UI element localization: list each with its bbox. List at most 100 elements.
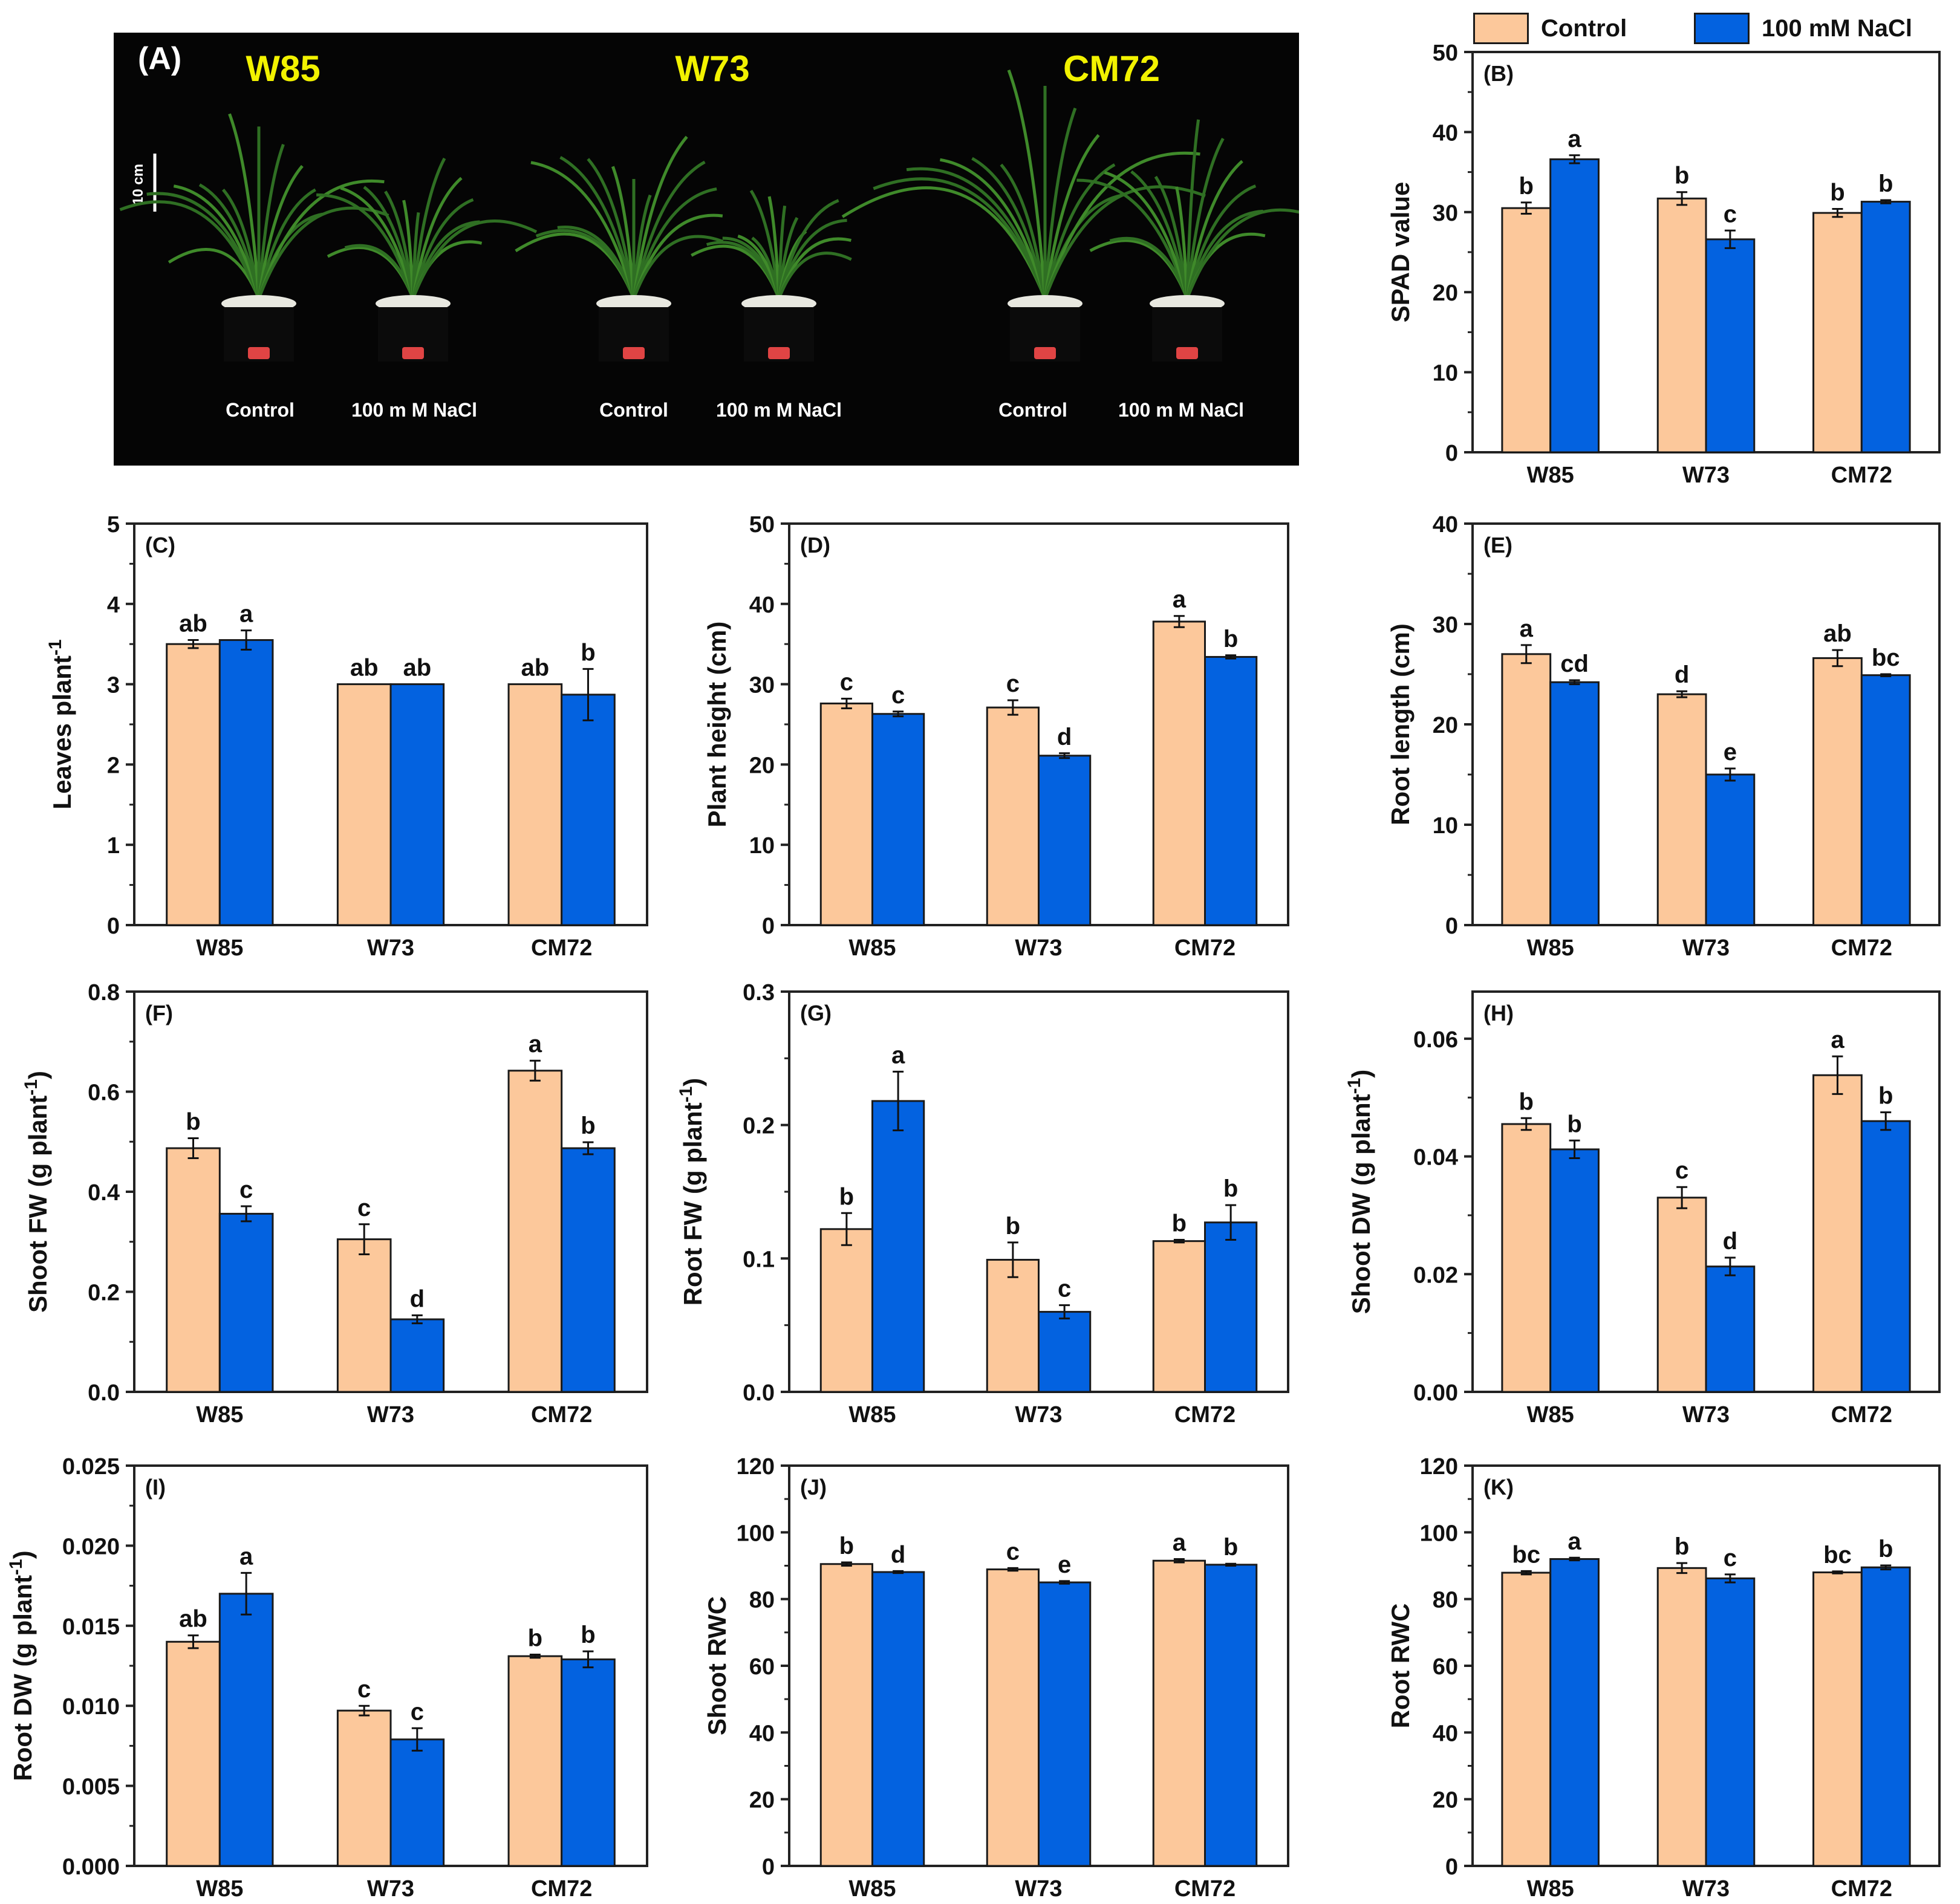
significance-letter: d	[410, 1285, 425, 1312]
significance-letter: bc	[1823, 1542, 1852, 1568]
leaf-blade	[1007, 69, 1047, 299]
y-axis-label-text: Leaves plant	[48, 655, 76, 809]
y-axis-label: Root length (cm)	[1386, 623, 1415, 825]
bar-control	[1501, 207, 1552, 453]
leaf-blade	[146, 192, 261, 299]
panel-label: (B)	[1483, 61, 1514, 86]
significance-letter: b	[581, 639, 595, 666]
legend-swatch-nacl	[1694, 13, 1750, 44]
chart-J: 0 20 40 60 80 100 120 Shoot RWC (J) b d W85 c e W73 a b C…	[703, 1454, 1289, 1902]
leaf-blade	[632, 160, 706, 299]
bar-control	[819, 1228, 873, 1393]
bar-nacl	[871, 713, 925, 926]
panel-label: (J)	[800, 1475, 827, 1499]
x-tick-label: W85	[848, 1876, 896, 1902]
significance-letter: ab	[350, 655, 379, 681]
photo-genotype-label: CM72	[1063, 48, 1160, 89]
bar-nacl	[218, 1212, 274, 1393]
y-tick-label: 0	[1445, 914, 1458, 939]
x-tick-label: W85	[196, 935, 243, 961]
x-tick-label: CM72	[1831, 1876, 1892, 1902]
y-axis-label: Root RWC	[1386, 1603, 1415, 1729]
y-axis-label-tail: )	[1347, 1070, 1375, 1078]
y-tick-label: 80	[749, 1588, 775, 1613]
pot-tag	[623, 347, 645, 359]
significance-letter: d	[1057, 724, 1072, 750]
leaf-blade	[1185, 208, 1299, 299]
y-axis-label-superscript: -1	[1344, 1078, 1364, 1094]
significance-letter: b	[581, 1113, 595, 1139]
significance-letter: a	[1568, 126, 1581, 152]
y-tick-label: 30	[1433, 612, 1458, 638]
x-tick-label: W73	[1682, 463, 1730, 488]
significance-letter: c	[411, 1698, 424, 1725]
leaf-blade	[1000, 163, 1047, 299]
y-axis-label: SPAD value	[1386, 182, 1415, 323]
significance-letter: b	[839, 1183, 854, 1210]
bar-nacl	[1549, 158, 1600, 453]
x-tick-label: CM72	[1831, 935, 1892, 961]
legend-label-nacl: 100 mM NaCl	[1762, 15, 1912, 42]
bar-control	[507, 683, 563, 926]
bar-control	[1656, 197, 1707, 453]
significance-letter: e	[1058, 1551, 1071, 1578]
panel-label: (F)	[145, 1001, 173, 1025]
y-tick-label: 0.6	[88, 1080, 120, 1106]
leaf-blade	[173, 184, 261, 299]
significance-letter: b	[839, 1533, 854, 1559]
x-tick-label: W73	[367, 1402, 414, 1428]
y-axis-label-text: Shoot RWC	[703, 1596, 731, 1735]
y-tick-label: 0.02	[1413, 1262, 1458, 1288]
x-tick-label: CM72	[1831, 463, 1892, 488]
bar-nacl	[1204, 1221, 1258, 1393]
legend-item-control: Control	[1473, 10, 1627, 47]
bar-control	[166, 1640, 221, 1867]
bar-control	[1812, 1074, 1863, 1393]
y-axis-label-text: SPAD value	[1386, 182, 1415, 323]
bar-control	[1812, 212, 1863, 453]
panel-label: (C)	[145, 533, 175, 557]
leaf-blade	[906, 167, 1047, 299]
y-tick-label: 40	[1433, 512, 1458, 538]
leaf-blade	[632, 235, 724, 299]
y-axis-label: Plant height (cm)	[703, 622, 731, 828]
y-tick-label: 60	[749, 1654, 775, 1680]
significance-letter: b	[581, 1622, 595, 1648]
plant	[691, 189, 852, 362]
x-tick-label: W85	[196, 1876, 243, 1902]
chart-E: 0 10 20 30 40 Root length (cm) (E) acd W85 d e W73 a…	[1386, 512, 1941, 961]
pot-tag	[248, 347, 270, 359]
bar-nacl	[1860, 1120, 1911, 1393]
significance-letter: a	[1173, 1529, 1187, 1556]
significance-letter: c	[1006, 1538, 1020, 1565]
significance-letter: c	[840, 669, 853, 696]
treatment-label: 100 m M NaCl	[1118, 399, 1244, 421]
y-tick-label: 80	[1433, 1588, 1458, 1613]
y-tick-label: 20	[1433, 1788, 1458, 1813]
bar-control	[1656, 693, 1707, 926]
y-tick-label: 50	[1433, 41, 1458, 66]
bar-nacl	[1038, 1581, 1092, 1867]
panel-label: (K)	[1483, 1475, 1514, 1499]
chart-B: 0 10 20 30 40 50 SPAD value (B) b a W85 b c W73 b b CM72	[1386, 41, 1941, 488]
bar-control	[819, 702, 873, 926]
bar-nacl	[561, 1147, 616, 1393]
legend-item-nacl: 100 mM NaCl	[1694, 10, 1912, 47]
y-tick-label: 20	[1433, 281, 1458, 306]
significance-letter: b	[528, 1625, 542, 1651]
leaf-blade	[940, 158, 1047, 299]
y-tick-label: 0.2	[88, 1281, 120, 1306]
bar-control	[1812, 657, 1863, 926]
y-tick-label: 120	[1420, 1454, 1458, 1480]
significance-letter: c	[239, 1177, 253, 1203]
significance-letter: c	[1675, 1157, 1688, 1184]
bar-control	[819, 1563, 873, 1867]
bar-nacl	[561, 1658, 616, 1867]
significance-letter: d	[891, 1541, 905, 1568]
y-axis-label-tail: )	[8, 1550, 37, 1559]
bar-nacl	[1705, 1266, 1756, 1393]
y-tick-label: 100	[737, 1521, 775, 1546]
panel-label: (H)	[1483, 1001, 1514, 1025]
leaf-blade	[1130, 170, 1189, 299]
